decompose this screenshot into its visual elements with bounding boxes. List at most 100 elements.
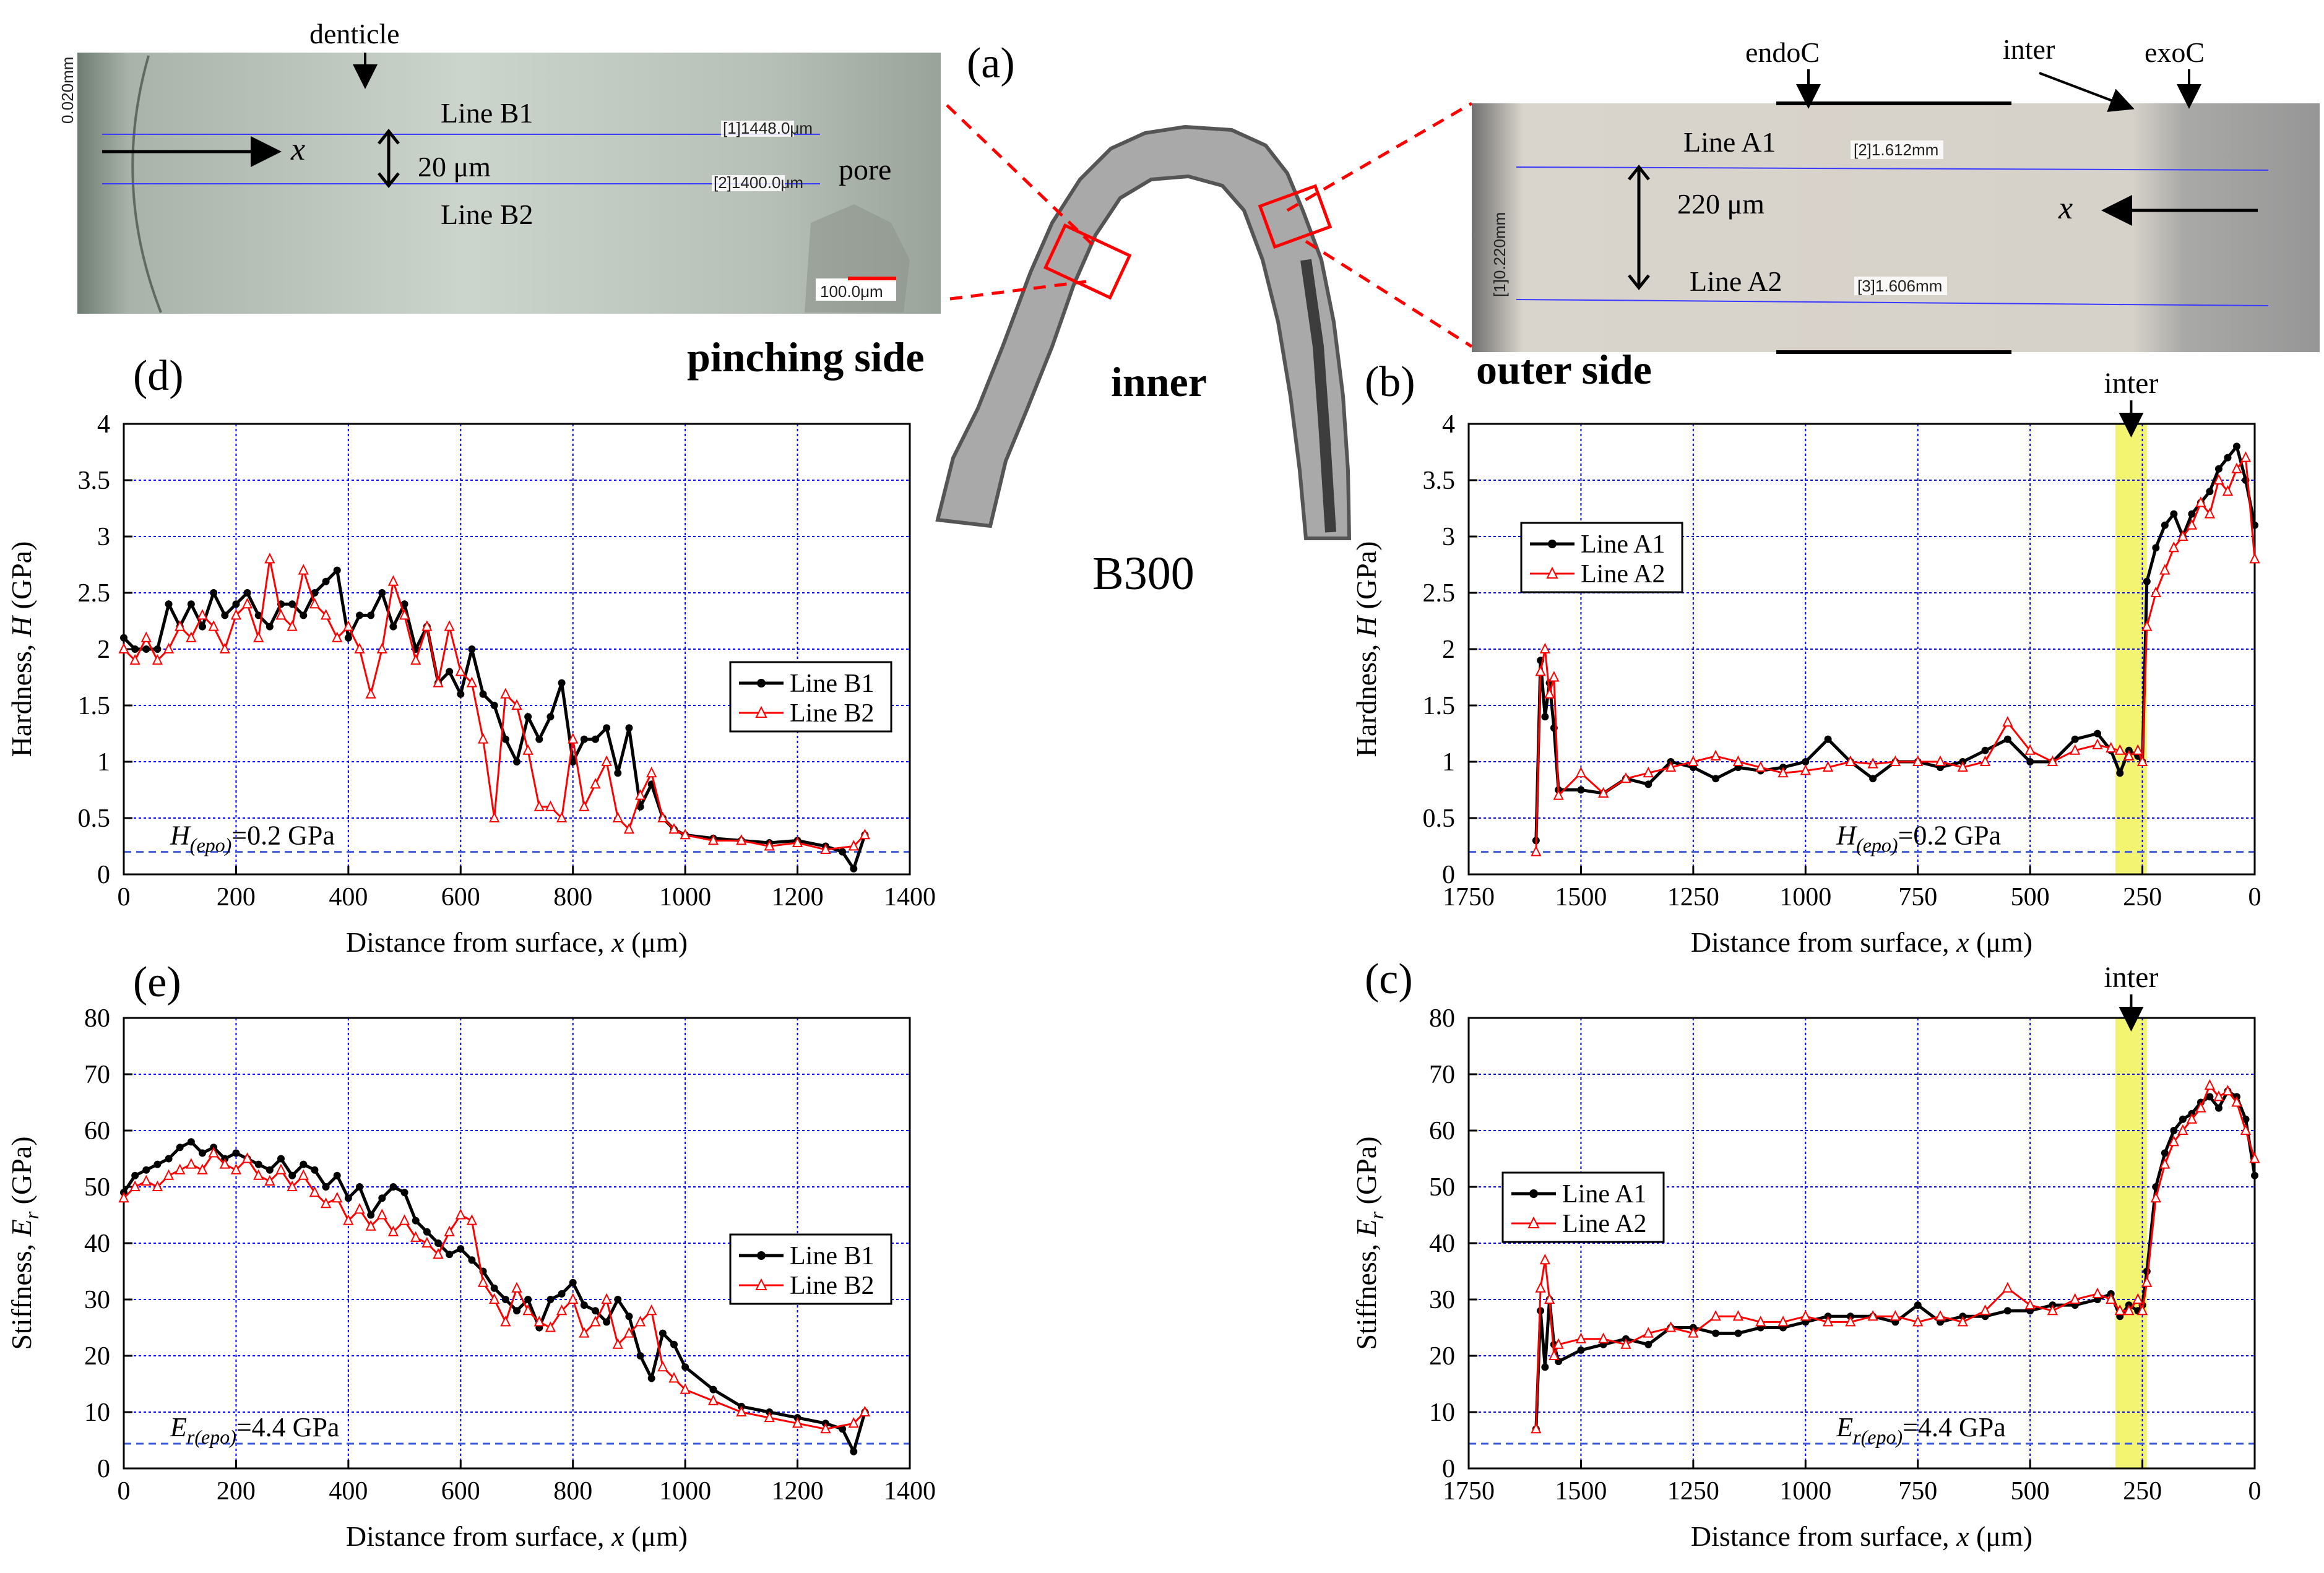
data-point	[120, 634, 127, 642]
scale-bar-box	[816, 278, 896, 301]
data-point	[1549, 1349, 1560, 1360]
data-point	[2024, 744, 2036, 755]
interphase-band	[2115, 1018, 2147, 1468]
data-point	[545, 800, 556, 811]
data-point	[556, 811, 568, 822]
data-point	[792, 1416, 803, 1428]
y-tick-label: 80	[1429, 1004, 1455, 1033]
meas1-box	[721, 121, 794, 137]
data-point	[197, 1163, 208, 1174]
data-point	[2177, 1124, 2188, 1135]
data-point	[389, 623, 397, 631]
data-point	[501, 735, 509, 743]
pore-label: pore	[839, 153, 891, 186]
data-point	[1824, 735, 1832, 743]
data-point	[434, 1239, 442, 1247]
exoc-label: exoC	[2145, 37, 2205, 68]
data-point	[2003, 1307, 2011, 1315]
data-point	[275, 1163, 287, 1174]
data-point	[522, 1304, 533, 1316]
data-point	[623, 822, 635, 834]
line-a2-trace	[1516, 299, 2269, 306]
data-point	[592, 1307, 599, 1315]
data-point	[208, 620, 219, 631]
data-point	[2071, 735, 2079, 743]
data-point	[165, 1155, 173, 1163]
y-tick-label: 1	[1442, 748, 1455, 777]
inter-inset-arrow	[2039, 72, 2135, 112]
data-point	[1912, 1316, 1924, 1327]
data-point	[764, 840, 775, 851]
data-point	[399, 609, 410, 620]
y-tick-label: 20	[84, 1342, 110, 1371]
zoom-line-right-top	[1286, 101, 1473, 212]
data-point	[2136, 755, 2148, 766]
data-point	[2161, 1149, 2169, 1157]
legend-label: Line B2	[790, 699, 874, 728]
x-tick-label: 250	[2123, 883, 2162, 911]
y-axis-label: Stiffness, Er (GPa)	[6, 1136, 43, 1350]
y-tick-label: 30	[1429, 1286, 1455, 1314]
data-point	[2116, 769, 2124, 777]
data-point	[1665, 761, 1677, 772]
x-tick-label: 500	[2011, 1477, 2050, 1506]
data-point	[500, 687, 511, 699]
data-point	[2123, 749, 2135, 761]
data-point	[354, 1203, 365, 1214]
data-point	[1778, 766, 1789, 778]
data-point	[647, 1374, 655, 1382]
data-point	[546, 1296, 555, 1303]
data-point	[2240, 451, 2252, 462]
data-point	[601, 755, 612, 766]
inter-annotation: inter	[2104, 367, 2158, 400]
data-point	[490, 1284, 498, 1292]
y-tick-label: 50	[84, 1173, 110, 1202]
endoc-label: endoC	[1745, 37, 1820, 68]
data-point	[1845, 755, 1856, 766]
data-point	[2114, 1304, 2125, 1316]
data-point	[1732, 755, 1744, 766]
line-b2-label: Line B2	[441, 199, 533, 230]
data-point	[275, 609, 287, 620]
data-point	[423, 1228, 431, 1236]
data-point	[501, 1296, 509, 1303]
y-tick-label: 2.5	[1423, 579, 1456, 608]
data-point	[455, 1209, 466, 1220]
data-point	[311, 1166, 319, 1174]
data-point	[1688, 1327, 1699, 1338]
data-point	[646, 766, 657, 778]
data-point	[580, 735, 588, 743]
data-point	[1577, 786, 1585, 794]
data-point	[500, 1316, 511, 1327]
data-point	[433, 1248, 444, 1259]
data-point	[387, 575, 399, 586]
data-point	[287, 620, 298, 631]
data-point	[2106, 1293, 2117, 1304]
data-point	[2092, 1287, 2103, 1298]
data-point	[399, 1214, 410, 1225]
data-point	[636, 1352, 644, 1360]
y-tick-label: 30	[84, 1286, 110, 1314]
data-point	[668, 822, 680, 834]
data-point	[253, 631, 264, 642]
x-tick-label: 1200	[772, 1477, 824, 1506]
data-point	[558, 1290, 566, 1298]
data-point	[2132, 1293, 2143, 1304]
x-tick-label: 1000	[659, 1477, 711, 1506]
data-point	[186, 631, 197, 642]
inset-spacing-label: 220 μm	[1677, 188, 1765, 220]
data-point	[410, 1231, 421, 1242]
y-tick-label: 10	[84, 1398, 110, 1427]
data-point	[175, 1163, 186, 1174]
legend-box	[729, 661, 892, 733]
x-tick-label: 0	[2248, 883, 2261, 911]
data-point	[241, 597, 253, 609]
data-point	[356, 1183, 363, 1191]
x-tick-label: 1750	[1443, 1477, 1495, 1506]
data-point	[2132, 744, 2143, 755]
data-point	[601, 1293, 612, 1304]
data-point	[1822, 1316, 1834, 1327]
